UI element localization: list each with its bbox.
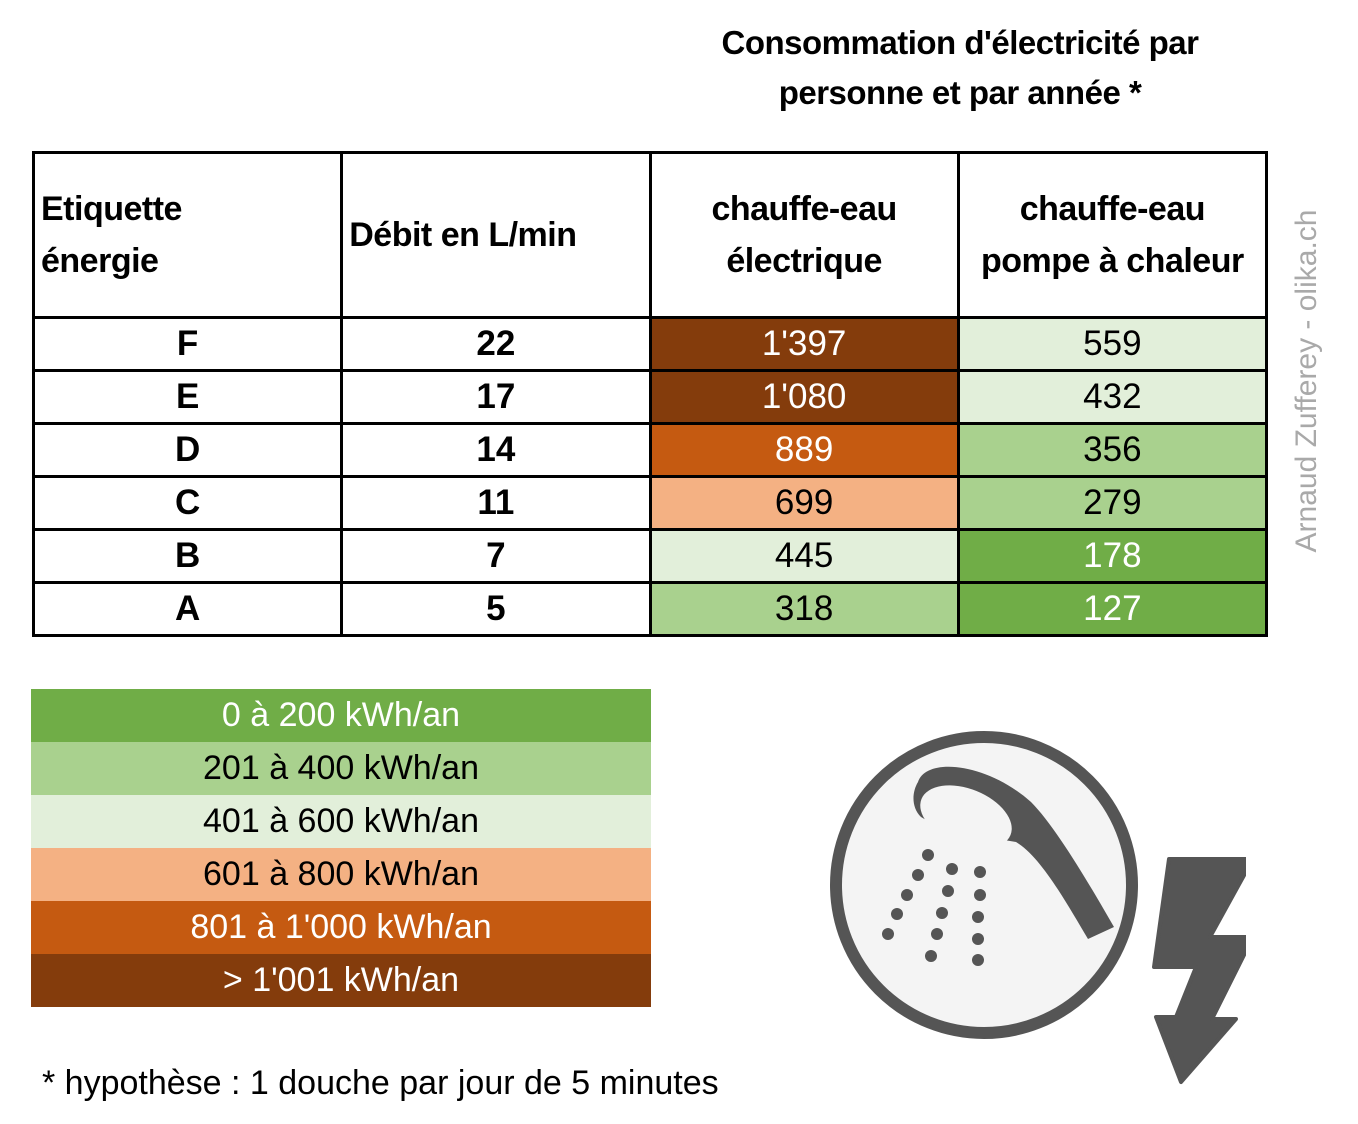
title-line-1: Consommation d'électricité par — [721, 24, 1199, 61]
table-row: E 17 1'080 432 — [31, 369, 1269, 425]
consumption-table: Etiquette énergie Débit en L/min chauffe… — [31, 151, 1269, 637]
legend-item: 0 à 200 kWh/an — [31, 689, 651, 742]
legend-item: 401 à 600 kWh/an — [31, 795, 651, 848]
flow-cell: 11 — [340, 475, 652, 531]
flow-cell: 5 — [340, 581, 652, 637]
flow-cell: 7 — [340, 528, 652, 584]
electric-consumption-cell: 1'080 — [648, 369, 960, 425]
footnote-hypothesis: * hypothèse : 1 douche par jour de 5 min… — [42, 1064, 719, 1102]
flow-cell: 22 — [340, 316, 652, 372]
heatpump-consumption-cell: 127 — [956, 581, 1269, 637]
flow-cell: 14 — [340, 422, 652, 478]
table-row: C 11 699 279 — [31, 475, 1269, 531]
header-heatpump-heater: chauffe-eau pompe à chaleur — [956, 151, 1269, 319]
legend-item: 801 à 1'000 kWh/an — [31, 901, 651, 954]
header-flow: Débit en L/min — [340, 151, 652, 319]
shower-head-icon — [830, 731, 1138, 1039]
chart-title: Consommation d'électricité par personne … — [640, 18, 1280, 118]
heatpump-consumption-cell: 178 — [956, 528, 1269, 584]
electric-consumption-cell: 318 — [648, 581, 960, 637]
heatpump-consumption-cell: 559 — [956, 316, 1269, 372]
lightning-bolt-icon — [1152, 857, 1255, 1084]
energy-label-cell: C — [31, 475, 344, 531]
header-energy-label: Etiquette énergie — [31, 151, 344, 319]
table-row: B 7 445 178 — [31, 528, 1269, 584]
energy-label-cell: F — [31, 316, 344, 372]
legend-item: 601 à 800 kWh/an — [31, 848, 651, 901]
energy-label-cell: E — [31, 369, 344, 425]
title-line-2: personne et par année * — [778, 74, 1142, 111]
electric-consumption-cell: 1'397 — [648, 316, 960, 372]
legend-item: 201 à 400 kWh/an — [31, 742, 651, 795]
heatpump-consumption-cell: 279 — [956, 475, 1269, 531]
energy-label-cell: B — [31, 528, 344, 584]
table-row: D 14 889 356 — [31, 422, 1269, 478]
header-electric-heater: chauffe-eau électrique — [648, 151, 960, 319]
flow-cell: 17 — [340, 369, 652, 425]
electric-consumption-cell: 889 — [648, 422, 960, 478]
electric-consumption-cell: 445 — [648, 528, 960, 584]
heatpump-consumption-cell: 356 — [956, 422, 1269, 478]
heatpump-consumption-cell: 432 — [956, 369, 1269, 425]
table-row: F 22 1'397 559 — [31, 316, 1269, 372]
shower-electricity-illustration — [826, 727, 1255, 1087]
legend-item: > 1'001 kWh/an — [31, 954, 651, 1007]
electric-consumption-cell: 699 — [648, 475, 960, 531]
energy-label-cell: A — [31, 581, 344, 637]
table-header-row: Etiquette énergie Débit en L/min chauffe… — [31, 151, 1269, 319]
color-legend: 0 à 200 kWh/an 201 à 400 kWh/an 401 à 600 … — [31, 689, 651, 1007]
energy-label-cell: D — [31, 422, 344, 478]
author-watermark: Arnaud Zufferey - olika.ch — [1290, 209, 1323, 553]
table-row: A 5 318 127 — [31, 581, 1269, 637]
